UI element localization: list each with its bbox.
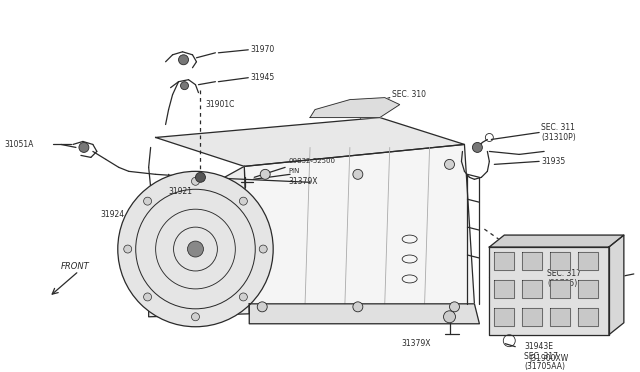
Polygon shape [609, 235, 624, 335]
Circle shape [257, 302, 268, 312]
Text: 31921: 31921 [168, 187, 193, 196]
Text: SEC. 317: SEC. 317 [547, 269, 581, 279]
Text: 31943E: 31943E [524, 342, 553, 351]
Text: (31705): (31705) [547, 279, 577, 288]
Text: SEC. 310: SEC. 310 [392, 90, 426, 99]
Polygon shape [494, 308, 515, 326]
Circle shape [195, 172, 205, 182]
Polygon shape [578, 280, 598, 298]
Polygon shape [522, 308, 542, 326]
Circle shape [79, 142, 89, 153]
Circle shape [239, 293, 248, 301]
Text: 00832-52500: 00832-52500 [288, 158, 335, 164]
Polygon shape [494, 280, 515, 298]
Polygon shape [310, 97, 400, 118]
Circle shape [124, 245, 132, 253]
Circle shape [449, 302, 460, 312]
Polygon shape [494, 252, 515, 270]
Text: 31924: 31924 [101, 210, 125, 219]
Circle shape [445, 159, 454, 169]
Polygon shape [148, 166, 249, 317]
Circle shape [259, 245, 268, 253]
Polygon shape [550, 308, 570, 326]
Circle shape [179, 55, 189, 65]
Circle shape [188, 241, 204, 257]
Polygon shape [490, 247, 609, 335]
Polygon shape [244, 144, 474, 314]
Circle shape [143, 197, 152, 205]
Polygon shape [249, 304, 479, 324]
Polygon shape [522, 280, 542, 298]
Text: 31379X: 31379X [402, 339, 431, 348]
Text: 31945: 31945 [250, 73, 275, 82]
Text: 31051A: 31051A [4, 140, 33, 149]
Text: 31379X: 31379X [288, 177, 317, 186]
Circle shape [353, 169, 363, 179]
Text: SEC. 311: SEC. 311 [541, 123, 575, 132]
Polygon shape [550, 280, 570, 298]
Text: SEC. 317: SEC. 317 [524, 352, 558, 361]
Polygon shape [522, 252, 542, 270]
Circle shape [191, 313, 200, 321]
Polygon shape [490, 235, 624, 247]
Circle shape [260, 169, 270, 179]
Circle shape [444, 311, 456, 323]
Circle shape [180, 82, 189, 90]
Text: FRONT: FRONT [61, 263, 90, 272]
Text: 31970: 31970 [250, 45, 275, 54]
Circle shape [239, 197, 248, 205]
Circle shape [472, 142, 483, 153]
Circle shape [191, 177, 200, 185]
Text: PIN: PIN [288, 169, 300, 174]
Circle shape [143, 293, 152, 301]
Polygon shape [156, 118, 465, 166]
Polygon shape [550, 252, 570, 270]
Text: (31705AA): (31705AA) [524, 362, 565, 371]
Text: J31900XW: J31900XW [529, 354, 568, 363]
Text: 31901C: 31901C [205, 100, 235, 109]
Polygon shape [578, 252, 598, 270]
Text: (31310P): (31310P) [541, 133, 576, 142]
Polygon shape [578, 308, 598, 326]
Text: 31935: 31935 [541, 157, 565, 166]
Circle shape [118, 171, 273, 327]
Circle shape [353, 302, 363, 312]
